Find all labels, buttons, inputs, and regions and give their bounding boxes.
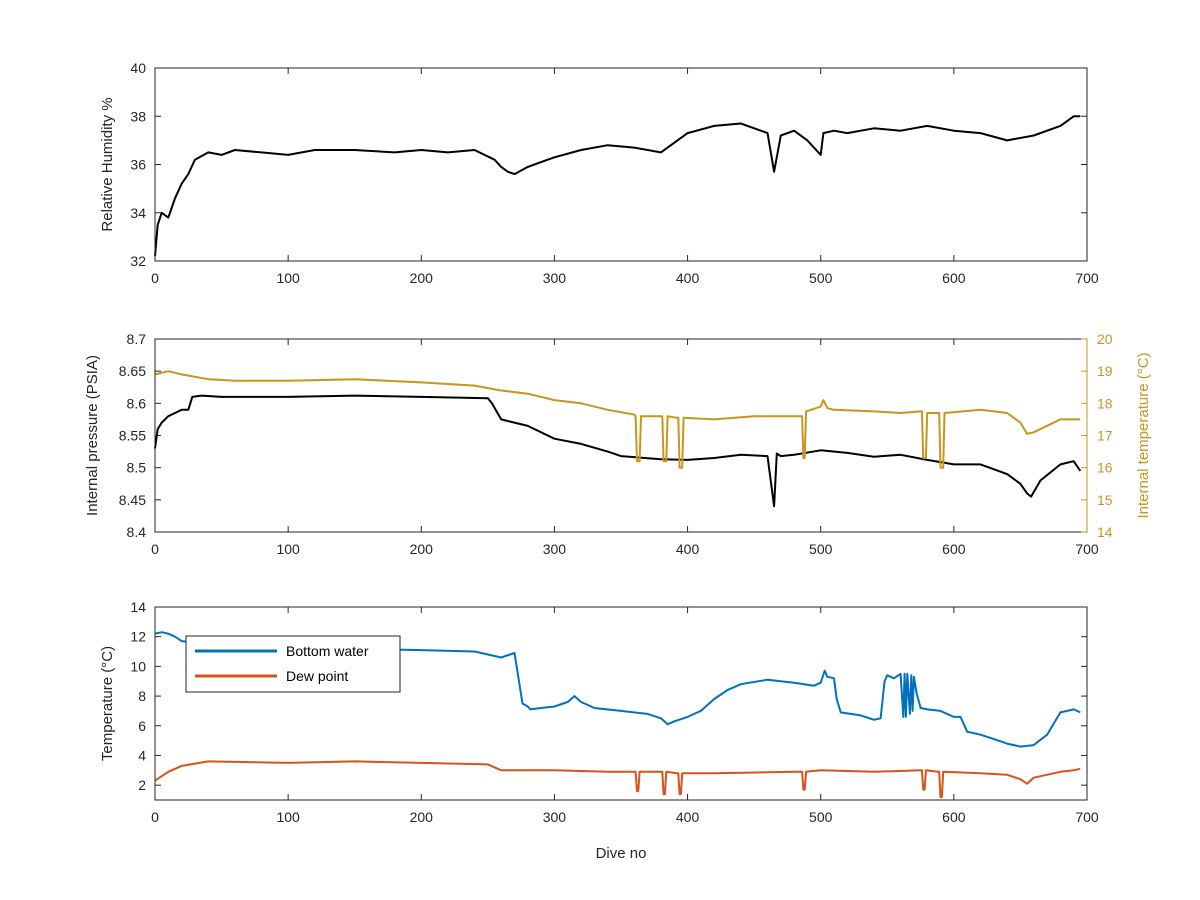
y-tick-label: 8.45 — [119, 492, 146, 508]
y-tick-label: 8.5 — [127, 460, 147, 476]
x-tick-label: 600 — [942, 809, 966, 825]
x-tick-label: 400 — [676, 270, 700, 286]
y-tick-label: 12 — [130, 629, 146, 645]
y-tick-label: 10 — [130, 658, 146, 674]
y2-tick-label: 15 — [1097, 492, 1113, 508]
x-tick-label: 600 — [942, 541, 966, 557]
x-tick-label: 500 — [809, 541, 833, 557]
internal-temperature-y-axis-label: Internal temperature (°C) — [1135, 352, 1152, 518]
y2-tick-label: 18 — [1097, 395, 1113, 411]
x-tick-label: 100 — [276, 541, 300, 557]
x-axis-label: Dive no — [596, 845, 647, 862]
humidity-y-axis-label: Relative Humidity % — [99, 97, 116, 231]
y2-tick-label: 17 — [1097, 428, 1113, 444]
y-tick-label: 36 — [130, 157, 146, 173]
x-tick-label: 200 — [410, 270, 434, 286]
y-tick-label: 8.6 — [127, 395, 147, 411]
y-tick-label: 6 — [138, 718, 146, 734]
x-tick-label: 300 — [543, 270, 567, 286]
y-tick-label: 34 — [130, 205, 146, 221]
y-tick-label: 32 — [130, 253, 146, 269]
y-tick-label: 8.7 — [127, 331, 147, 347]
internal-temperature-series-line — [154, 370, 1081, 469]
humidity-series-group — [154, 115, 1081, 257]
y-tick-label: 38 — [130, 108, 146, 124]
legend-label-dew-point: Dew point — [286, 668, 348, 684]
temperature-series-group — [154, 631, 1081, 798]
x-tick-label: 300 — [543, 541, 567, 557]
bottom-water-series-line — [154, 631, 1081, 748]
y-tick-label: 8.4 — [127, 524, 147, 540]
y2-tick-label: 16 — [1097, 460, 1113, 476]
x-tick-label: 400 — [676, 809, 700, 825]
pressure-y-axis-label: Internal pressure (PSIA) — [84, 355, 101, 516]
x-tick-label: 700 — [1075, 809, 1099, 825]
x-tick-label: 0 — [151, 541, 159, 557]
y2-tick-label: 20 — [1097, 331, 1113, 347]
x-tick-label: 700 — [1075, 541, 1099, 557]
x-tick-label: 100 — [276, 809, 300, 825]
y-tick-label: 40 — [130, 60, 146, 76]
relative-humidity-series-line — [154, 115, 1081, 257]
humidity-ticks-group: 0 100 200 300 400 500 600 700 32 34 36 38 40 — [130, 60, 1098, 286]
y-tick-label: 2 — [138, 777, 146, 793]
x-tick-label: 200 — [410, 809, 434, 825]
legend-label-bottom-water: Bottom water — [286, 643, 369, 659]
y2-tick-label: 14 — [1097, 524, 1113, 540]
y-tick-label: 8.65 — [119, 363, 146, 379]
legend: Bottom water Dew point — [185, 635, 401, 693]
temperature-ticks-group: 0 100 200 300 400 500 600 700 2 4 6 8 10 12 14 — [130, 599, 1098, 825]
temperature-panel: 0 100 200 300 400 500 600 700 2 4 6 8 10 12 14 Tempera… — [99, 599, 1099, 862]
pressure-panel: 0 100 200 300 400 500 600 700 8.4 8.45 8.5 8.55 8.6 8… — [84, 331, 1152, 557]
y-tick-label: 14 — [130, 599, 146, 615]
humidity-panel: 0 100 200 300 400 500 600 700 32 34 36 38 40 Relativ… — [99, 60, 1099, 286]
y-tick-label: 8 — [138, 688, 146, 704]
y2-tick-label: 19 — [1097, 363, 1113, 379]
temperature-axes-box — [154, 606, 1088, 801]
x-tick-label: 100 — [276, 270, 300, 286]
x-tick-label: 500 — [809, 270, 833, 286]
x-tick-label: 600 — [942, 270, 966, 286]
x-tick-label: 0 — [151, 270, 159, 286]
y-tick-label: 4 — [138, 747, 146, 763]
x-tick-label: 200 — [410, 541, 434, 557]
legend-box — [185, 635, 401, 693]
dew-point-series-line — [154, 760, 1081, 798]
temperature-y-axis-label: Temperature (°C) — [99, 646, 116, 761]
y-tick-label: 8.55 — [119, 428, 146, 444]
x-tick-label: 400 — [676, 541, 700, 557]
x-tick-label: 300 — [543, 809, 567, 825]
x-tick-label: 500 — [809, 809, 833, 825]
internal-pressure-series-line — [154, 394, 1082, 508]
pressure-series-group — [154, 370, 1082, 508]
x-tick-label: 0 — [151, 809, 159, 825]
pressure-ticks-group: 0 100 200 300 400 500 600 700 8.4 8.45 8.5 8.55 8.6 8… — [119, 331, 1113, 557]
x-tick-label: 700 — [1075, 270, 1099, 286]
